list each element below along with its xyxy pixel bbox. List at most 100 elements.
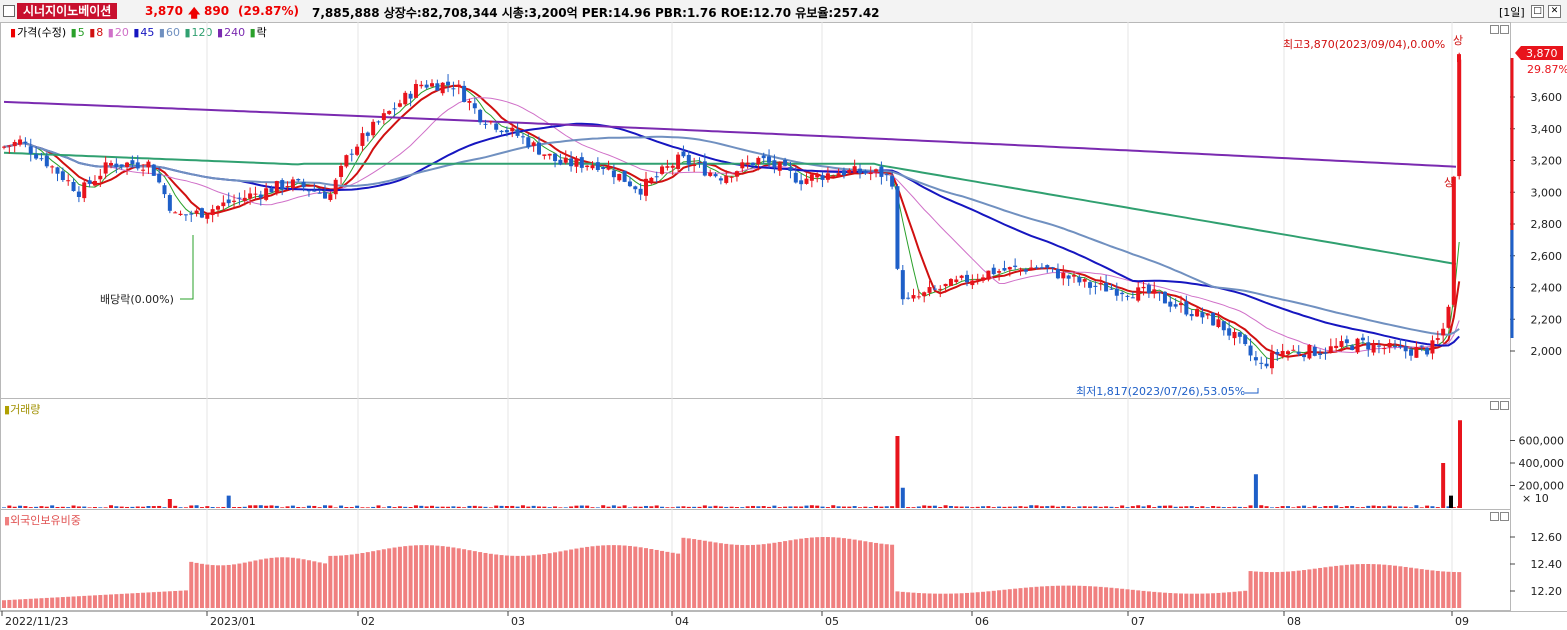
- x-tick-label: 05: [825, 615, 839, 628]
- candle-body: [71, 181, 76, 192]
- candle-body: [1216, 319, 1221, 328]
- volume-bar: [504, 506, 509, 508]
- volume-bar: [799, 506, 804, 508]
- foreign-bar: [1430, 570, 1435, 608]
- candle-body: [23, 141, 28, 144]
- volume-bar: [649, 506, 654, 508]
- candle-body: [686, 154, 691, 165]
- legend-price[interactable]: 가격(수정): [17, 26, 67, 39]
- foreign-bar: [146, 592, 151, 608]
- foreign-bar: [162, 591, 167, 608]
- legend-ma240[interactable]: 240: [224, 26, 246, 39]
- foreign-title-text[interactable]: 외국인보유비중: [10, 514, 81, 527]
- candle-body: [1371, 343, 1376, 353]
- candle-body: [1120, 292, 1125, 295]
- candle-body: [1184, 301, 1189, 315]
- foreign-bar: [681, 537, 686, 608]
- candle-body: [1050, 267, 1055, 269]
- candle-body: [718, 178, 723, 181]
- foreign-bar: [1344, 564, 1349, 608]
- candle-body: [387, 111, 392, 114]
- volume-bar: [60, 506, 65, 508]
- volume-bar: [793, 506, 798, 508]
- volume-bar: [1344, 506, 1349, 508]
- candle-body: [205, 214, 210, 219]
- volume-bar: [965, 506, 969, 508]
- current-price: 3,870: [145, 4, 183, 18]
- candle-body: [1259, 362, 1264, 364]
- panel-buttons[interactable]: [1490, 25, 1509, 521]
- candle-body: [285, 185, 290, 187]
- volume-tick-label: 600,000: [1519, 435, 1565, 448]
- foreign-bar: [761, 544, 766, 608]
- close-button[interactable]: ✕: [1548, 5, 1561, 18]
- volume-bar: [92, 507, 97, 508]
- ma120-line: [3, 151, 1457, 265]
- legend-ma5[interactable]: 5: [77, 26, 85, 39]
- volume-bar: [296, 507, 301, 508]
- candle-body: [103, 162, 108, 174]
- low-pointer: [1245, 388, 1259, 394]
- legend-ma8[interactable]: 8: [96, 26, 104, 39]
- candle-body: [183, 214, 188, 216]
- candle-body: [831, 175, 836, 177]
- volume-bar: [1146, 505, 1151, 508]
- candle-body: [633, 186, 638, 190]
- candle-body: [1382, 348, 1387, 350]
- volume-bar: [579, 505, 584, 508]
- foreign-bar: [258, 559, 263, 608]
- candle-body: [1269, 352, 1274, 369]
- period-selector[interactable]: [1일]: [1499, 6, 1525, 19]
- volume-bar: [18, 505, 23, 508]
- candle-body: [98, 175, 103, 180]
- foreign-bar: [408, 545, 413, 608]
- foreign-bar: [130, 593, 135, 608]
- candle-body: [1152, 289, 1157, 294]
- volume-bar: [76, 506, 81, 508]
- foreign-bar: [12, 599, 17, 608]
- foreign-bar: [831, 537, 836, 608]
- foreign-bar: [499, 555, 504, 608]
- foreign-bar: [1366, 564, 1371, 608]
- volume-bar: [1425, 505, 1430, 508]
- candle-body: [430, 83, 434, 87]
- volume-bar: [1130, 506, 1135, 508]
- legend-ma60[interactable]: 60: [165, 26, 180, 39]
- legend-ma45[interactable]: 45: [140, 26, 155, 39]
- legend-fall[interactable]: 락: [256, 26, 267, 39]
- foreign-bar: [1179, 593, 1183, 608]
- foreign-bar: [1093, 586, 1098, 608]
- restore-button[interactable]: □: [1531, 5, 1544, 18]
- candle-body: [55, 167, 60, 174]
- volume-bar: [162, 507, 167, 508]
- candle-body: [697, 162, 702, 164]
- volume-bar: [697, 506, 702, 508]
- volume-bar: [1034, 505, 1039, 508]
- foreign-bar: [349, 554, 354, 608]
- foreign-bar: [595, 545, 600, 608]
- foreign-bar: [622, 545, 627, 608]
- select-checkbox[interactable]: [3, 5, 15, 17]
- volume-bar: [713, 505, 718, 508]
- volume-title-text[interactable]: 거래량: [10, 403, 41, 416]
- candle-body: [1457, 54, 1461, 63]
- candle-body: [1136, 287, 1141, 301]
- stock-name-button[interactable]: 시너지이노베이션: [17, 3, 118, 19]
- foreign-bar: [1291, 571, 1296, 608]
- x-tick-label: 04: [675, 615, 689, 628]
- volume-bar: [221, 506, 226, 508]
- legend-ma20[interactable]: 20: [114, 26, 129, 39]
- foreign-bar: [1050, 585, 1055, 608]
- foreign-bar: [18, 599, 23, 608]
- foreign-bar: [1061, 585, 1066, 608]
- foreign-bar: [387, 548, 392, 608]
- volume-bar: [745, 506, 750, 508]
- volume-bar: [419, 505, 424, 508]
- foreign-bar: [82, 595, 87, 608]
- foreign-bar: [510, 555, 515, 608]
- foreign-bar: [157, 591, 162, 608]
- volume-bar: [1232, 506, 1237, 508]
- candles: [2, 52, 1462, 375]
- foreign-bar: [419, 545, 424, 608]
